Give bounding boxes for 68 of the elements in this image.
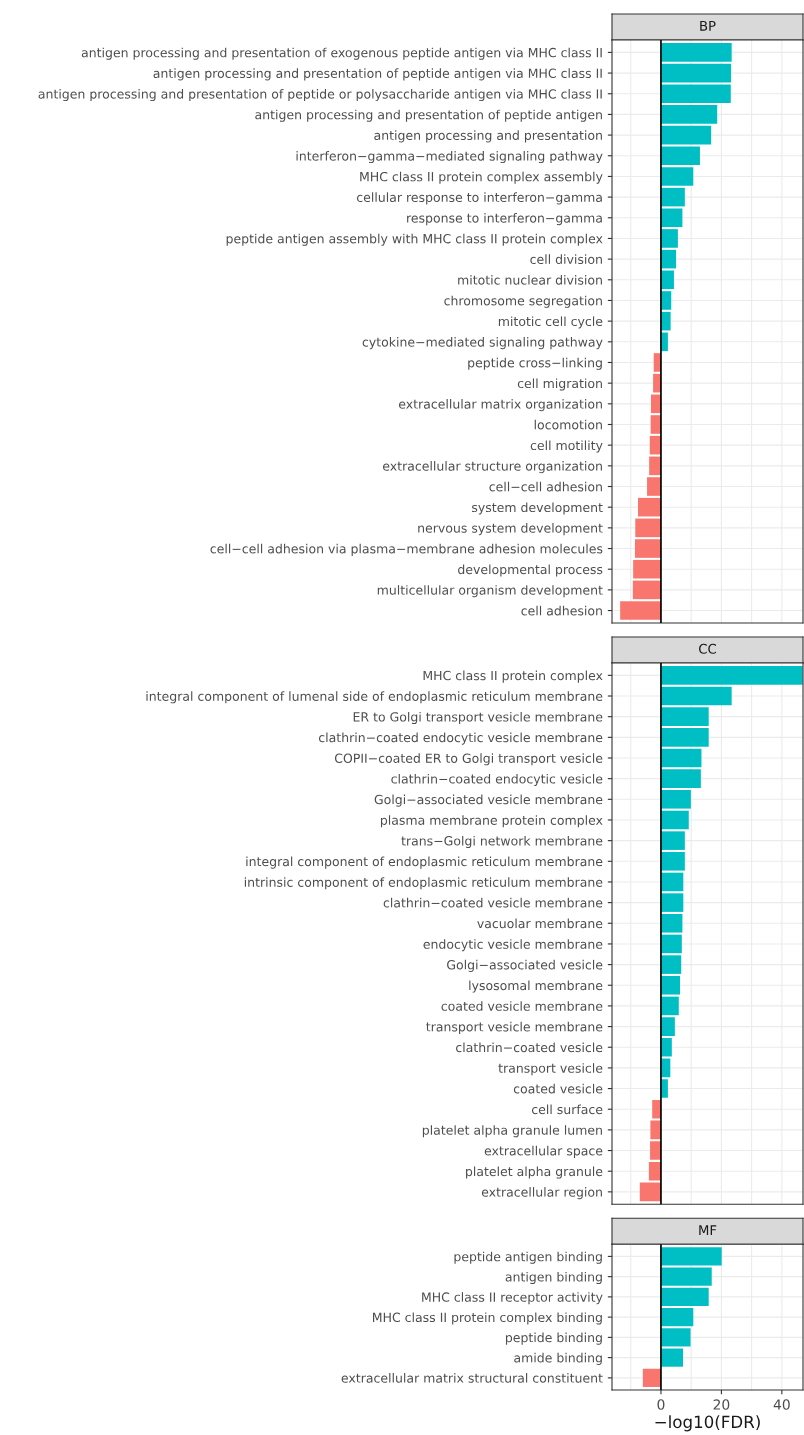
- y-tick-label: mitotic cell cycle: [498, 316, 603, 329]
- y-tick-label: mitotic nuclear division: [458, 275, 602, 285]
- y-tick-label: cytokine−mediated signaling pathway: [362, 337, 603, 350]
- y-tick-label: response to interferon−gamma: [407, 213, 602, 226]
- y-tick-label: MHC class II protein complex binding: [373, 1312, 602, 1325]
- y-tick-label: antigen binding: [505, 1271, 602, 1284]
- y-tick-label: cell−cell adhesion via plasma−membrane adhesion molecules: [210, 543, 603, 556]
- y-tick-label: coated vesicle: [513, 1083, 603, 1094]
- y-tick-label: antigen processing and presentation: [374, 130, 602, 143]
- y-tick-label: cell division: [530, 254, 602, 265]
- chart-title: CC: [699, 643, 716, 654]
- y-tick-label: integral component of endoplasmic reticulum membrane: [246, 856, 603, 869]
- y-tick-label: developmental process: [458, 564, 603, 577]
- y-tick-label: transport vesicle membrane: [426, 1021, 603, 1034]
- y-tick-label: antigen processing and presentation of peptide antigen: [255, 109, 602, 122]
- y-tick-label: trans−Golgi network membrane: [401, 835, 603, 848]
- y-tick-label: clathrin−coated vesicle membrane: [383, 897, 603, 908]
- y-tick-label: peptide antigen assembly with MHC class II protein complex: [226, 233, 603, 246]
- y-tick-label: vacuolar membrane: [477, 918, 603, 929]
- y-tick-label: cell−cell adhesion: [489, 481, 602, 492]
- y-tick-label: extracellular region: [481, 1187, 602, 1200]
- y-tick-label: intrinsic component of endoplasmic reticulum membrane: [244, 877, 603, 890]
- y-tick-label: cell motility: [530, 440, 603, 453]
- y-tick-label: MHC class II protein complex: [423, 670, 603, 683]
- y-tick-label: antigen processing and presentation of peptide or polysaccharide antigen via MHC class II: [38, 89, 602, 102]
- y-tick-label: coated vesicle membrane: [441, 1001, 603, 1011]
- y-tick-label: integral component of lumenal side of endoplasmic reticulum membrane: [146, 691, 603, 704]
- y-tick-label: clathrin−coated endocytic vesicle: [391, 773, 603, 786]
- x-tick-label: 0: [657, 1399, 665, 1410]
- y-tick-label: extracellular matrix organization: [398, 399, 602, 412]
- y-tick-label: Golgi−associated vesicle membrane: [374, 794, 603, 807]
- chart-title: MF: [699, 1225, 717, 1235]
- y-tick-label: lysosomal membrane: [469, 980, 603, 993]
- y-tick-label: platelet alpha granule: [466, 1166, 603, 1179]
- y-tick-label: cell migration: [517, 378, 602, 391]
- y-tick-label: interferon−gamma−mediated signaling pathway: [296, 151, 603, 164]
- y-tick-label: extracellular matrix structural constituent: [341, 1373, 603, 1383]
- y-tick-label: peptide binding: [505, 1332, 602, 1345]
- y-tick-label: multicellular organism development: [377, 585, 603, 598]
- y-tick-label: clathrin−coated endocytic vesicle membrane: [318, 732, 603, 745]
- x-axis-title: −log10(FDR): [655, 1415, 760, 1432]
- y-tick-label: MHC class II protein complex assembly: [360, 171, 603, 184]
- y-tick-label: cell surface: [531, 1104, 603, 1115]
- y-tick-label: system development: [472, 502, 603, 515]
- y-tick-label: cellular response to interferon−gamma: [357, 192, 602, 205]
- y-tick-label: chromosome segregation: [444, 295, 602, 308]
- y-tick-label: transport vesicle: [498, 1063, 603, 1076]
- y-tick-label: nervous system development: [418, 523, 603, 536]
- y-tick-label: cell adhesion: [521, 605, 602, 616]
- chart-title: BP: [700, 21, 716, 31]
- y-tick-label: ER to Golgi transport vesicle membrane: [353, 711, 603, 725]
- y-tick-label: antigen processing and presentation of exogenous peptide antigen via MHC class II: [81, 47, 602, 60]
- y-tick-label: antigen processing and presentation of peptide antigen via MHC class II: [153, 68, 602, 81]
- y-tick-label: endocytic vesicle membrane: [423, 939, 603, 952]
- x-tick-label: 20: [713, 1399, 730, 1410]
- y-tick-label: locomotion: [534, 419, 602, 430]
- y-tick-label: amide binding: [514, 1352, 602, 1365]
- y-tick-label: Golgi−associated vesicle: [447, 959, 603, 972]
- y-tick-label: extracellular structure organization: [383, 461, 602, 474]
- y-tick-label: COPII−coated ER to Golgi transport vesicle: [334, 753, 603, 766]
- y-tick-label: extracellular space: [484, 1145, 603, 1158]
- y-tick-label: clathrin−coated vesicle: [456, 1042, 603, 1053]
- y-tick-label: peptide antigen binding: [454, 1251, 602, 1264]
- x-tick-label: 40: [773, 1399, 790, 1410]
- y-tick-label: peptide cross−linking: [468, 357, 602, 370]
- y-tick-label: platelet alpha granule lumen: [422, 1125, 602, 1138]
- y-tick-label: MHC class II receptor activity: [422, 1292, 603, 1305]
- y-tick-label: plasma membrane protein complex: [380, 815, 603, 828]
